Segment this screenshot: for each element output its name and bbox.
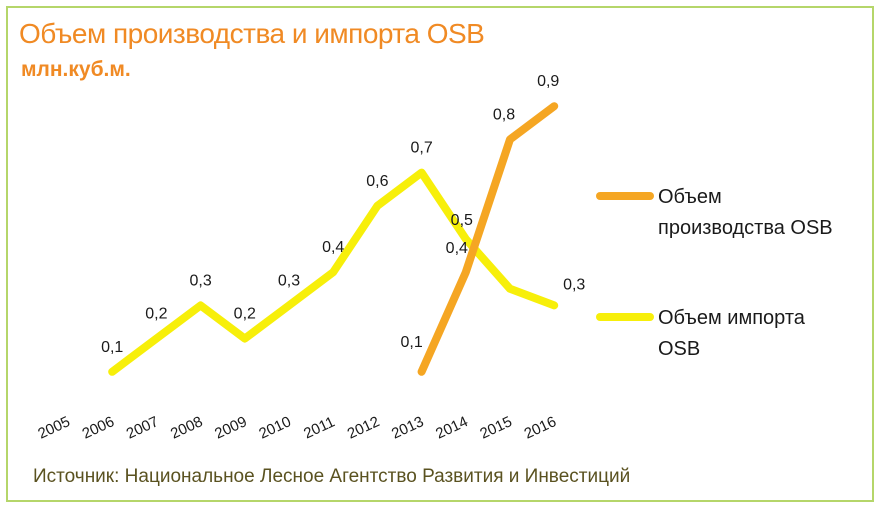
data-label: 0,2 — [234, 306, 256, 323]
x-tick-label: 2011 — [301, 413, 337, 442]
data-label: 0,7 — [410, 140, 432, 157]
legend-label: Объем импорта OSB — [658, 307, 806, 360]
series-line-import — [108, 168, 559, 376]
x-tick-label: 2006 — [80, 413, 117, 443]
data-label: 0,9 — [537, 73, 559, 90]
series-lines — [108, 102, 559, 376]
data-label: 0,2 — [145, 306, 167, 323]
data-label: 0,8 — [493, 106, 515, 123]
data-label: 0,1 — [101, 339, 123, 356]
data-label: 0,1 — [400, 334, 422, 351]
data-labels: 0,1 0,4 0,8 0,9 0,1 0,2 0,3 0,2 0,3 0,4 0,6 0,7 0,5 0… — [101, 73, 585, 356]
source-note: Источник: Национальное Лесное Агентство … — [33, 466, 631, 487]
chart-frame — [6, 6, 874, 502]
data-label: 0,3 — [278, 272, 300, 289]
x-tick-label: 2008 — [168, 413, 205, 443]
chart-subtitle: млн.куб.м. — [21, 58, 131, 81]
x-tick-label: 2013 — [389, 413, 426, 443]
x-tick-label: 2005 — [35, 413, 72, 443]
data-label: 0,5 — [451, 212, 473, 229]
x-tick-label: 2015 — [477, 413, 514, 443]
legend-label: Объем производства OSB — [658, 186, 833, 239]
x-tick-label: 2014 — [433, 413, 470, 443]
x-tick-label: 2016 — [522, 413, 559, 443]
data-label: 0,4 — [322, 239, 344, 256]
x-tick-label: 2009 — [212, 413, 249, 443]
x-tick-label: 2012 — [345, 413, 382, 443]
data-label: 0,3 — [189, 272, 211, 289]
x-tick-label: 2007 — [124, 413, 161, 443]
series-line-production — [417, 102, 559, 376]
data-label: 0,6 — [366, 173, 388, 190]
data-label: 0,3 — [563, 276, 585, 293]
x-tick-label: 2010 — [256, 413, 293, 443]
x-tick-labels: 2005 2006 2007 2008 2009 2010 2011 2012 2013 2014… — [35, 413, 559, 443]
legend: Объем производства OSB Объем импорта OSB — [596, 186, 833, 360]
chart-title: Объем производства и импорта OSB — [19, 18, 485, 49]
data-label: 0,4 — [446, 240, 468, 257]
